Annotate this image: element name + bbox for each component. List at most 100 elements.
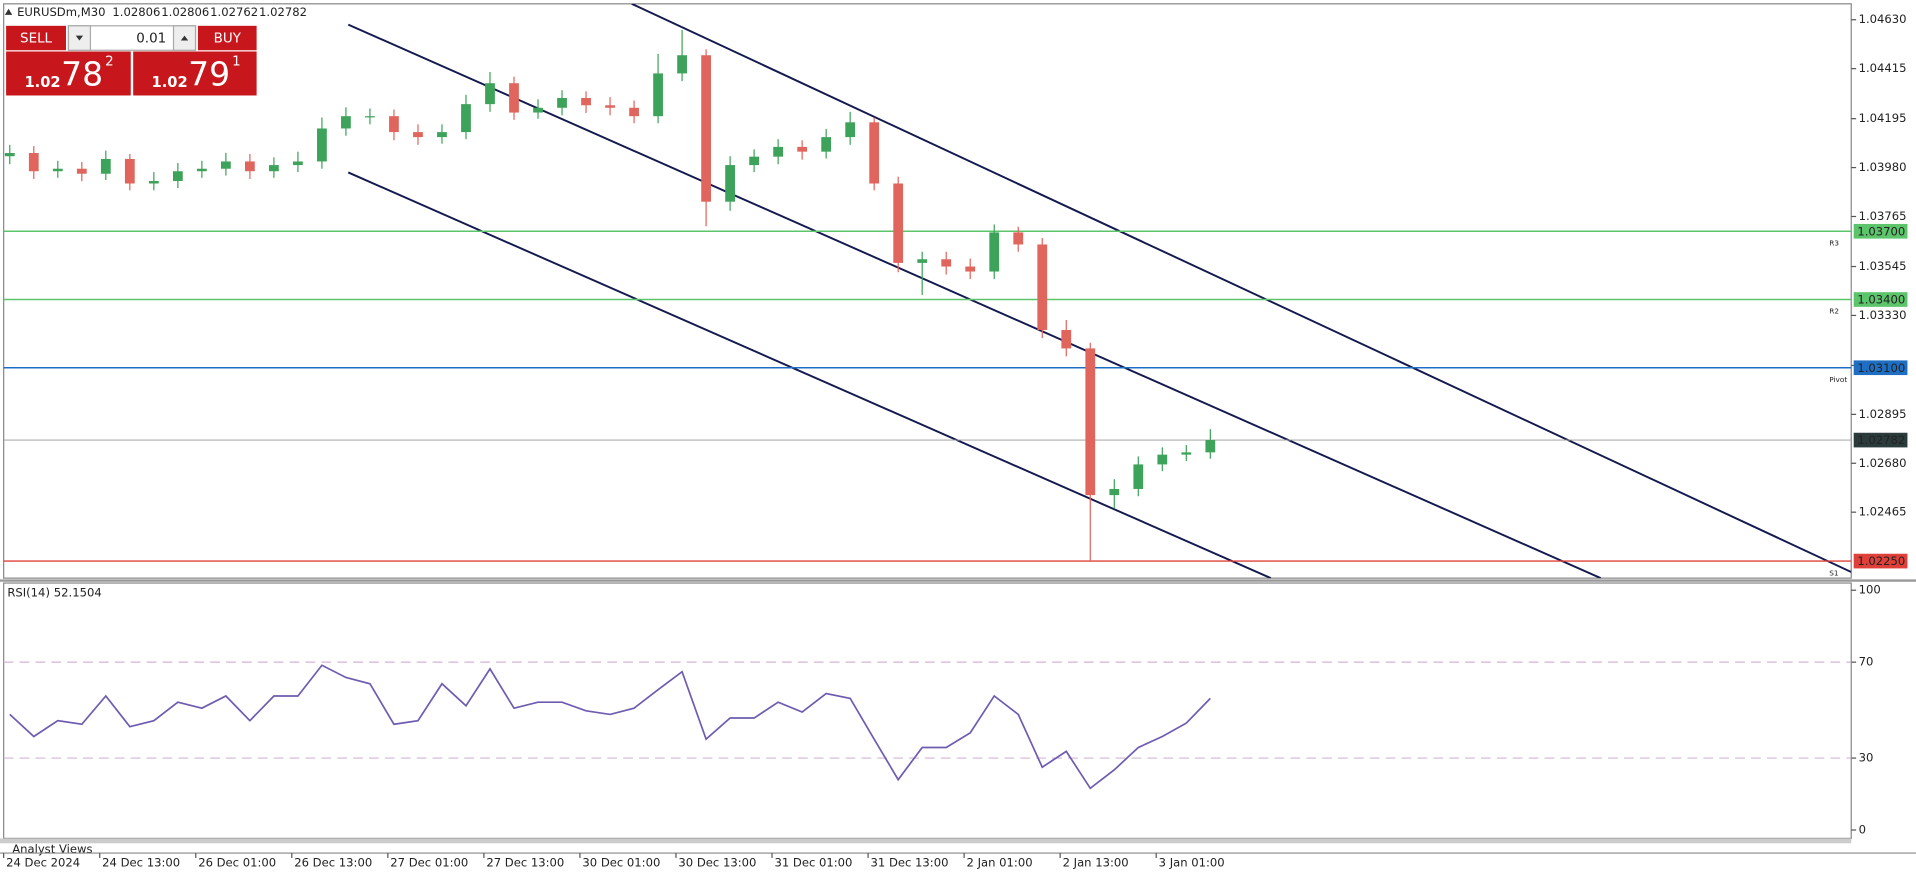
y-tick-label: 1.04415 xyxy=(1859,61,1907,75)
bottom-strip xyxy=(0,838,1852,844)
collapse-icon[interactable] xyxy=(4,8,13,15)
candle-body xyxy=(1205,440,1216,453)
buy-button[interactable] xyxy=(197,25,257,51)
candle-body xyxy=(124,158,135,184)
sell-button[interactable] xyxy=(6,25,66,51)
rsi-tick-label: 0 xyxy=(1859,823,1866,837)
lot-value[interactable]: 0.01 xyxy=(136,32,166,47)
down-arrow xyxy=(75,35,84,41)
candle-body xyxy=(1157,454,1168,465)
candle-body xyxy=(1133,464,1144,489)
candle-body xyxy=(341,116,351,129)
sell-label: SELL xyxy=(20,32,53,47)
header-value: 1.02762 xyxy=(210,5,258,19)
candle-body xyxy=(1037,244,1048,330)
x-tick-label: 2 Jan 01:00 xyxy=(967,855,1033,869)
candle-body xyxy=(52,168,63,172)
x-tick-label: 27 Dec 13:00 xyxy=(486,855,564,869)
candle-body xyxy=(797,146,808,152)
candle-body xyxy=(557,97,567,108)
level-name: S1 xyxy=(1829,568,1838,577)
y-tick-label: 1.03765 xyxy=(1859,209,1907,223)
rsi-tick-label: 30 xyxy=(1859,751,1874,765)
candle-body xyxy=(653,73,663,117)
candle-body xyxy=(317,128,327,162)
candle-body xyxy=(461,104,471,133)
x-tick-label: 26 Dec 01:00 xyxy=(198,855,276,869)
y-tick-label: 1.02895 xyxy=(1859,407,1907,421)
candle-body xyxy=(244,161,255,172)
channel xyxy=(347,3,1852,579)
current-price-label: 1.02782 xyxy=(1857,433,1905,447)
buy-price-box[interactable] xyxy=(133,51,257,96)
candle-body xyxy=(749,156,760,166)
candle-body xyxy=(725,165,735,202)
candle-body xyxy=(293,161,303,166)
candle-body xyxy=(989,232,1000,272)
level-tag xyxy=(1853,223,1908,239)
x-tick-label: 27 Dec 01:00 xyxy=(390,855,468,869)
candle-body xyxy=(917,259,928,263)
y-tick-label: 1.04195 xyxy=(1859,111,1907,125)
x-tick-label: 30 Dec 13:00 xyxy=(678,855,756,869)
level-tag-label: 1.03400 xyxy=(1857,293,1905,307)
candle-body xyxy=(1013,232,1024,245)
candle-body xyxy=(389,116,399,133)
candle-body xyxy=(365,116,375,118)
x-tick-label: 31 Dec 13:00 xyxy=(871,855,949,869)
candle-body xyxy=(509,83,519,113)
candle-body xyxy=(701,55,711,202)
trendline xyxy=(347,171,1272,579)
candle-body xyxy=(965,266,976,272)
y-tick-label: 1.02680 xyxy=(1859,456,1907,470)
candle-body xyxy=(76,168,87,174)
level-tag xyxy=(1853,292,1908,307)
level-tag xyxy=(1853,360,1908,376)
trendline xyxy=(631,3,1852,573)
candle-body xyxy=(773,146,784,157)
buy-price-sup: 1 xyxy=(232,54,241,69)
candle-body xyxy=(220,161,231,169)
candle-body xyxy=(1061,329,1072,349)
footer-tab[interactable]: Analyst Views xyxy=(12,842,92,856)
candle-body xyxy=(677,55,687,74)
y-tick-label: 1.03330 xyxy=(1859,308,1907,322)
up-arrow xyxy=(180,35,189,41)
x-tick-label: 30 Dec 01:00 xyxy=(582,855,660,869)
x-tick-label: 26 Dec 13:00 xyxy=(294,855,372,869)
sell-price-box[interactable] xyxy=(6,51,131,96)
candle-body xyxy=(1085,348,1096,496)
level-tag xyxy=(1853,553,1908,569)
trendline xyxy=(347,23,1602,579)
x-tick-label: 3 Jan 01:00 xyxy=(1159,855,1225,869)
candle-body xyxy=(148,181,159,184)
level-tag-label: 1.03700 xyxy=(1857,224,1905,238)
candle-body xyxy=(196,168,207,172)
y-tick-label: 1.03545 xyxy=(1859,259,1907,273)
y-tick-label: 1.03980 xyxy=(1859,160,1907,174)
candle-body xyxy=(28,153,39,172)
rsi-tick-label: 100 xyxy=(1859,583,1881,597)
symbol-title: EURUSDm,M30 xyxy=(17,5,105,19)
candle-body xyxy=(437,132,447,138)
candle-body xyxy=(821,137,832,152)
header-value: 1.02782 xyxy=(259,5,307,19)
candle-body xyxy=(100,158,111,174)
candle-body xyxy=(172,171,183,182)
candle-body xyxy=(629,107,639,117)
candle-body xyxy=(4,153,15,157)
sell-price-main: 78 xyxy=(61,54,103,93)
candle-body xyxy=(581,97,591,106)
buy-label: BUY xyxy=(214,32,242,47)
level-tag-label: 1.03100 xyxy=(1857,361,1905,375)
candle-body xyxy=(605,105,615,108)
candle-body xyxy=(269,165,279,172)
sell-price-big: 1.02 xyxy=(24,74,60,91)
current-price-tag xyxy=(1853,432,1908,448)
candle-body xyxy=(485,83,495,105)
sell-price-sup: 2 xyxy=(105,54,114,69)
buy-price-main: 79 xyxy=(188,54,230,93)
